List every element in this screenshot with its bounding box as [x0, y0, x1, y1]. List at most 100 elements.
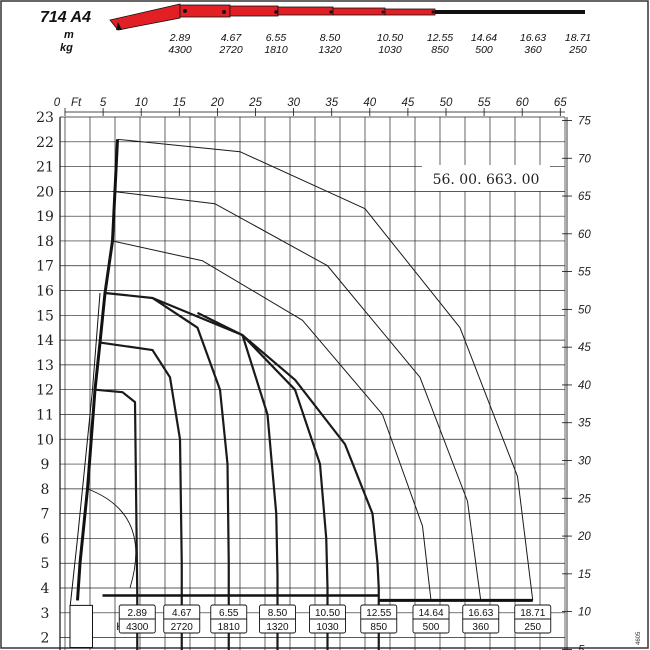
y-tick-label-ft: 20: [577, 531, 591, 543]
x-tick-label-ft: 65: [554, 97, 567, 109]
header-reach-value: 4.67: [221, 32, 243, 44]
load-curve: [117, 138, 534, 601]
load-box-load: 1030: [316, 622, 339, 633]
header-load-value: 2720: [218, 44, 243, 56]
y-tick-label-m: 18: [36, 234, 54, 250]
header-reach-value: 6.55: [266, 32, 287, 44]
boom-illustration: [109, 3, 585, 31]
x-tick-label-ft: 5: [100, 97, 107, 109]
x-tick-label-ft: 45: [402, 97, 415, 109]
y-tick-label-ft: 60: [578, 229, 591, 241]
x-axis-label-ft: Ft: [71, 97, 82, 109]
y-tick-label-m: 14: [36, 333, 54, 349]
header-unit-m: m: [64, 29, 74, 41]
y-tick-label-m: 7: [41, 507, 50, 523]
knuckle-arc: [87, 488, 137, 589]
load-curve: [241, 334, 380, 650]
load-box-load: 500: [423, 622, 440, 633]
y-tick-label-m: 10: [36, 432, 54, 448]
boom-path: [76, 139, 119, 601]
load-box-reach: 16.63: [468, 608, 493, 619]
header-reach-value: 12.55: [427, 32, 453, 44]
header-load-value: 250: [568, 44, 587, 56]
y-tick-label-ft: 40: [578, 380, 591, 392]
y-tick-label-m: 9: [41, 457, 50, 473]
load-box-load: 1320: [266, 622, 289, 633]
load-box-reach: 12.55: [366, 608, 391, 619]
load-box-load: 2720: [171, 622, 194, 633]
load-curve: [112, 190, 482, 601]
y-tick-label-m: 13: [36, 358, 54, 374]
y-tick-label-m: 2: [41, 631, 50, 647]
header-reach-value: 8.50: [320, 32, 341, 44]
y-tick-label-m: 5: [41, 556, 50, 572]
x-tick-label-ft: 15: [173, 97, 186, 109]
y-tick-label-ft: 10: [578, 607, 591, 619]
load-box-reach: 10.50: [315, 608, 340, 619]
load-curve: [99, 341, 183, 650]
y-tick-label-m: 22: [36, 135, 54, 151]
y-tick-label-m: 20: [36, 184, 54, 200]
load-box-reach: 4.67: [172, 608, 192, 619]
load-box-reach: 8.50: [268, 608, 288, 619]
y-tick-label-ft: 15: [578, 569, 591, 581]
x-tick-label-ft: 20: [210, 97, 224, 109]
y-tick-label-m: 3: [41, 606, 50, 622]
y-tick-label-ft: 55: [578, 267, 591, 279]
y-tick-label-ft: 35: [578, 418, 591, 430]
header-reach-value: 14.64: [471, 32, 497, 44]
load-box-load: 1810: [218, 622, 241, 633]
load-box-reach: 2.89: [128, 608, 148, 619]
x-tick-label-ft: 0: [54, 97, 61, 109]
y-tick-label-m: 19: [36, 209, 54, 225]
header-load-value: 360: [524, 44, 542, 56]
y-tick-label-ft: 70: [578, 153, 591, 165]
x-tick-label-ft: 35: [325, 97, 338, 109]
load-curve: [104, 240, 432, 601]
load-box-load: 850: [370, 622, 387, 633]
crane-base: [69, 604, 93, 649]
y-tick-label-m: 16: [36, 284, 54, 300]
header-load-value: 500: [475, 44, 493, 56]
y-tick-label-ft: 50: [578, 304, 591, 316]
x-tick-label-ft: 40: [363, 97, 376, 109]
part-number: 56. 00. 663. 00: [433, 172, 540, 188]
load-box-load: 250: [524, 622, 541, 633]
y-tick-label-m: 21: [36, 160, 54, 176]
header-reach-value: 18.71: [565, 32, 591, 44]
x-tick-label-ft: 50: [440, 97, 453, 109]
header-load-value: 1030: [378, 44, 402, 56]
y-tick-label-ft: 30: [578, 455, 591, 467]
model-title: 714 A4: [40, 9, 91, 26]
boom-inner-path: [69, 292, 101, 608]
y-tick-label-m: 23: [36, 110, 54, 126]
y-tick-label-ft: 75: [578, 115, 591, 127]
y-tick-label-m: 4: [41, 581, 50, 597]
header-reach-value: 16.63: [520, 32, 546, 44]
load-box-reach: 6.55: [219, 608, 239, 619]
y-tick-label-m: 8: [41, 482, 50, 498]
header-load-value: 1320: [318, 44, 342, 56]
header-reach-value: 10.50: [377, 32, 403, 44]
y-tick-label-ft: 65: [578, 191, 591, 203]
corner-code: 4605: [636, 631, 642, 645]
y-tick-label-ft: 45: [578, 342, 591, 354]
x-tick-label-ft: 55: [478, 97, 491, 109]
header-unit-kg: kg: [60, 42, 73, 54]
y-tick-label-m: 6: [41, 531, 50, 547]
x-tick-label-ft: 10: [135, 97, 148, 109]
y-tick-label-ft: 5: [578, 644, 585, 650]
load-curve: [197, 311, 329, 650]
header-load-value: 850: [431, 44, 449, 56]
y-tick-label-ft: 25: [577, 493, 591, 505]
load-box-load: 360: [472, 622, 489, 633]
x-tick-label-ft: 60: [516, 97, 529, 109]
y-tick-label-m: 12: [36, 383, 54, 399]
part-number-box: [422, 165, 550, 191]
load-box-reach: 18.71: [520, 608, 545, 619]
x-tick-label-ft: 25: [248, 97, 262, 109]
